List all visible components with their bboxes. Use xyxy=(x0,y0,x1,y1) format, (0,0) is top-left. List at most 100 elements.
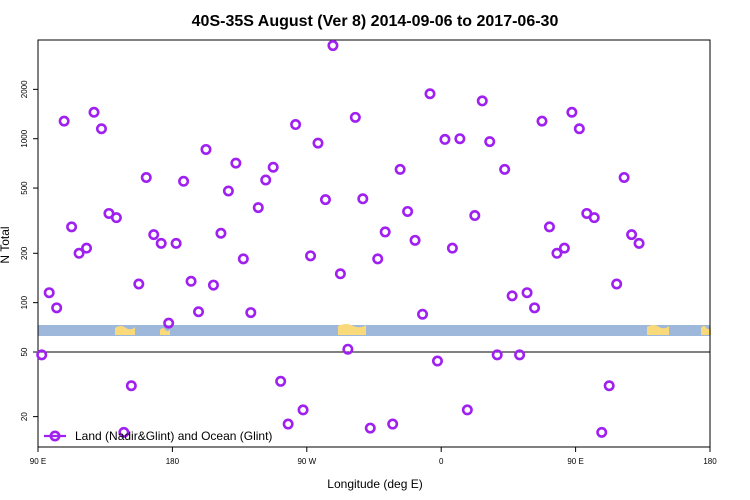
data-point xyxy=(125,380,137,392)
data-point xyxy=(170,237,182,249)
data-point xyxy=(290,119,302,131)
data-point xyxy=(551,247,563,259)
data-point xyxy=(155,237,167,249)
data-point xyxy=(282,418,294,430)
data-point xyxy=(409,234,421,246)
data-point xyxy=(140,171,152,183)
data-point xyxy=(394,163,406,175)
x-tick-label: 90 E xyxy=(30,457,46,466)
land-patch xyxy=(115,326,135,335)
data-point xyxy=(349,111,361,123)
data-point xyxy=(133,278,145,290)
plot-frames xyxy=(37,39,711,448)
data-point xyxy=(230,157,242,169)
data-point xyxy=(633,237,645,249)
y-tick-label: 1000 xyxy=(20,129,29,147)
data-point xyxy=(469,210,481,222)
data-point xyxy=(596,426,608,438)
data-point xyxy=(618,171,630,183)
data-point xyxy=(543,221,555,233)
land-patch xyxy=(160,328,170,335)
data-point xyxy=(499,163,511,175)
data-point xyxy=(88,106,100,118)
data-point xyxy=(185,275,197,287)
land-patch xyxy=(338,324,366,335)
x-tick-label: 90 W xyxy=(297,457,316,466)
data-point xyxy=(267,161,279,173)
data-point xyxy=(454,133,466,145)
x-tick-label: 90 E xyxy=(567,457,583,466)
y-tick-label: 20 xyxy=(20,412,29,421)
data-point xyxy=(163,317,175,329)
data-point xyxy=(207,279,219,291)
data-point xyxy=(446,242,458,254)
data-point xyxy=(529,302,541,314)
lower-panel-frame xyxy=(37,351,711,448)
x-axis-label: Longitude (deg E) xyxy=(327,477,422,491)
data-point xyxy=(193,306,205,318)
data-point xyxy=(36,349,48,361)
data-point xyxy=(536,115,548,127)
data-point xyxy=(357,193,369,205)
data-points xyxy=(36,40,645,438)
data-point xyxy=(424,88,436,100)
data-point xyxy=(260,174,272,186)
data-point xyxy=(476,95,488,107)
data-point xyxy=(484,136,496,148)
data-point xyxy=(215,227,227,239)
data-point xyxy=(43,287,55,299)
data-point xyxy=(461,404,473,416)
ocean-band xyxy=(38,325,710,336)
data-point xyxy=(558,242,570,254)
land-patch xyxy=(647,325,669,335)
data-point xyxy=(245,307,257,319)
data-point xyxy=(603,380,615,392)
axis-ticks: 90 E 180 90 W 0 90 E 180 100 200 500 1000 2000 20 50 xyxy=(20,80,717,466)
data-point xyxy=(417,308,429,320)
y-tick-label: 100 xyxy=(20,295,29,309)
data-point xyxy=(148,229,160,241)
chart-title: 40S-35S August (Ver 8) 2014-09-06 to 201… xyxy=(192,13,559,30)
data-point xyxy=(506,290,518,302)
x-tick-label: 0 xyxy=(439,457,444,466)
y-axis-label: N Total xyxy=(0,226,12,263)
legend: Land (Nadir&Glint) and Ocean (Glint) xyxy=(44,429,272,443)
data-point xyxy=(626,229,638,241)
data-point xyxy=(514,349,526,361)
data-point xyxy=(178,175,190,187)
data-point xyxy=(379,226,391,238)
data-point xyxy=(327,40,339,52)
y-tick-label: 2000 xyxy=(20,80,29,98)
data-point xyxy=(275,375,287,387)
data-point xyxy=(491,349,503,361)
data-point xyxy=(334,268,346,280)
x-tick-label: 180 xyxy=(166,457,180,466)
x-tick-label: 180 xyxy=(703,457,717,466)
data-point xyxy=(431,355,443,367)
data-point xyxy=(81,242,93,254)
data-point xyxy=(402,205,414,217)
legend-label: Land (Nadir&Glint) and Ocean (Glint) xyxy=(75,429,272,443)
legend-marker-swatch xyxy=(49,430,61,442)
data-point xyxy=(319,194,331,206)
data-point xyxy=(588,212,600,224)
data-point xyxy=(573,123,585,135)
data-point xyxy=(118,426,130,438)
data-point xyxy=(611,278,623,290)
data-point xyxy=(566,106,578,118)
map-underlay xyxy=(38,324,711,336)
data-point xyxy=(342,343,354,355)
y-tick-label: 200 xyxy=(20,246,29,260)
data-point xyxy=(66,221,78,233)
data-point xyxy=(222,185,234,197)
data-point xyxy=(200,143,212,155)
data-point xyxy=(297,404,309,416)
data-point xyxy=(364,422,376,434)
data-point xyxy=(95,123,107,135)
data-point xyxy=(252,202,264,214)
y-tick-label: 500 xyxy=(20,181,29,195)
data-point xyxy=(305,250,317,262)
upper-panel-frame xyxy=(37,39,711,353)
y-tick-label: 50 xyxy=(20,347,29,356)
